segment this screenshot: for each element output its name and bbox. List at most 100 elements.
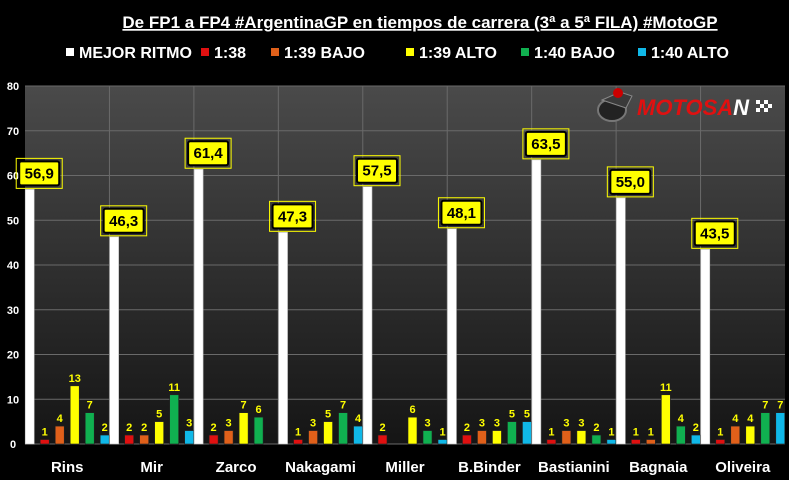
data-label: 2: [141, 422, 147, 434]
data-label: 4: [747, 413, 754, 425]
data-label: 3: [578, 418, 584, 430]
bar-series-5: [99, 434, 110, 445]
best-pace-callout-frame: [606, 166, 654, 198]
bar-series-1: [293, 439, 303, 445]
legend-label: 1:39 ALTO: [419, 45, 497, 62]
bar-mejor-ritmo: [193, 168, 204, 445]
y-tick-label: 10: [7, 394, 19, 406]
legend-label: 1:38: [214, 45, 246, 62]
bar-series-2: [223, 430, 234, 445]
data-label: 5: [509, 409, 515, 421]
checkered-flag-icon: [756, 100, 772, 112]
y-tick-label: 60: [7, 171, 19, 183]
motorcycle-rider-icon: [597, 88, 633, 122]
x-axis: Rins Mir Zarco Nakagami Miller B.Binder Bastia…: [51, 459, 771, 476]
bar-series-1: [208, 434, 219, 445]
data-label: 5: [524, 409, 530, 421]
legend-label: 1:39 BAJO: [284, 45, 365, 62]
best-pace-value-label: 46,3: [109, 213, 138, 230]
bar-series-1: [39, 439, 50, 445]
bar-series-1: [462, 434, 472, 445]
y-tick-label: 30: [7, 305, 19, 317]
best-pace-value-label: 63,5: [531, 136, 560, 153]
legend-swatch: [406, 48, 414, 56]
data-label: 1: [633, 427, 639, 439]
motosan-logo: MOTOSAN: [597, 88, 772, 122]
bar-series-2: [561, 430, 572, 445]
bar-series-1: [546, 439, 557, 445]
bar-mejor-ritmo: [616, 197, 626, 445]
bar-series-1: [124, 434, 134, 445]
y-tick-label: 40: [7, 260, 19, 272]
best-pace-callout-frame: [184, 137, 232, 169]
data-label: 1: [548, 427, 554, 439]
best-pace-callout-frame: [691, 217, 739, 249]
data-label: 3: [494, 418, 500, 430]
data-label: 7: [777, 400, 783, 412]
data-label: 3: [226, 418, 232, 430]
bar-series-1: [377, 434, 388, 445]
bar-series-3: [576, 430, 587, 445]
legend: MEJOR RITMO 1:38 1:39 BAJO 1:39 ALTO 1:40 BA…: [66, 45, 729, 62]
best-pace-value-label: 43,5: [700, 225, 729, 242]
best-pace-callout-box: [18, 160, 61, 187]
bar-series-2: [139, 434, 149, 445]
bar-mejor-ritmo: [24, 189, 35, 445]
y-tick-label: 50: [7, 215, 19, 227]
data-label: 2: [693, 422, 699, 434]
best-pace-value-label: 61,4: [194, 145, 224, 162]
bar-series-5: [437, 439, 448, 445]
data-label: 11: [660, 382, 672, 394]
data-label: 7: [241, 400, 247, 412]
data-label: 2: [593, 422, 599, 434]
best-pace-value-label: 47,3: [278, 208, 307, 225]
best-pace-callout-frame: [100, 205, 148, 237]
best-pace-callout-frame: [269, 200, 317, 232]
bar-series-5: [691, 434, 701, 445]
logo-text: MOTOSAN: [637, 95, 750, 120]
category-label: Mir: [140, 459, 163, 476]
data-label: 7: [340, 400, 346, 412]
category-label: Oliveira: [715, 459, 771, 476]
data-label: 4: [57, 413, 64, 425]
category-label: Bagnaia: [629, 459, 688, 476]
best-pace-callout-box: [693, 220, 736, 247]
category-label: Zarco: [216, 459, 257, 476]
best-pace-callouts: 56,9 46,3 61,4 47,3 57,5 48,1 63,5 55,0 43,5: [15, 128, 739, 249]
legend-label: 1:40 BAJO: [534, 45, 615, 62]
bar-series-5: [522, 421, 532, 445]
legend-swatch: [201, 48, 209, 56]
bar-series-2: [308, 430, 318, 445]
legend-swatch: [638, 48, 646, 56]
bar-series-3: [323, 421, 333, 445]
bar-series-1: [631, 439, 641, 445]
best-pace-value-label: 57,5: [362, 163, 391, 180]
data-label: 1: [295, 427, 301, 439]
best-pace-value-label: 56,9: [25, 165, 54, 182]
data-label: 1: [648, 427, 654, 439]
data-label: 1: [717, 427, 723, 439]
data-label: 1: [42, 427, 48, 439]
data-label: 4: [355, 413, 362, 425]
y-tick-label: 70: [7, 126, 19, 138]
data-label: 7: [87, 400, 93, 412]
data-label: 3: [424, 418, 430, 430]
data-label: 2: [102, 422, 108, 434]
best-pace-callout-frame: [353, 155, 401, 187]
data-label: 5: [156, 409, 162, 421]
best-pace-value-label: 55,0: [616, 174, 645, 191]
y-tick-label: 20: [7, 350, 19, 362]
data-label: 1: [439, 427, 445, 439]
bar-series-5: [184, 430, 194, 445]
bar-series-4: [84, 412, 95, 445]
data-label: 5: [325, 409, 331, 421]
y-tick-label: 0: [10, 439, 16, 451]
bar-series-3: [661, 394, 671, 445]
best-pace-callout-frame: [15, 157, 63, 189]
data-label: 2: [211, 422, 217, 434]
legend-swatch: [521, 48, 529, 56]
bar-series-3: [238, 412, 249, 445]
data-label: 1: [608, 427, 614, 439]
data-label: 3: [563, 418, 569, 430]
